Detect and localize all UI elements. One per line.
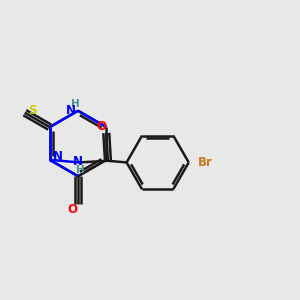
Text: O: O	[67, 203, 77, 216]
Text: H: H	[71, 98, 80, 109]
Text: H: H	[76, 165, 85, 175]
Text: O: O	[96, 120, 106, 133]
Text: S: S	[28, 103, 36, 117]
Text: N: N	[65, 104, 75, 117]
Text: N: N	[53, 150, 63, 163]
Text: N: N	[73, 154, 82, 168]
Text: Br: Br	[198, 156, 213, 169]
